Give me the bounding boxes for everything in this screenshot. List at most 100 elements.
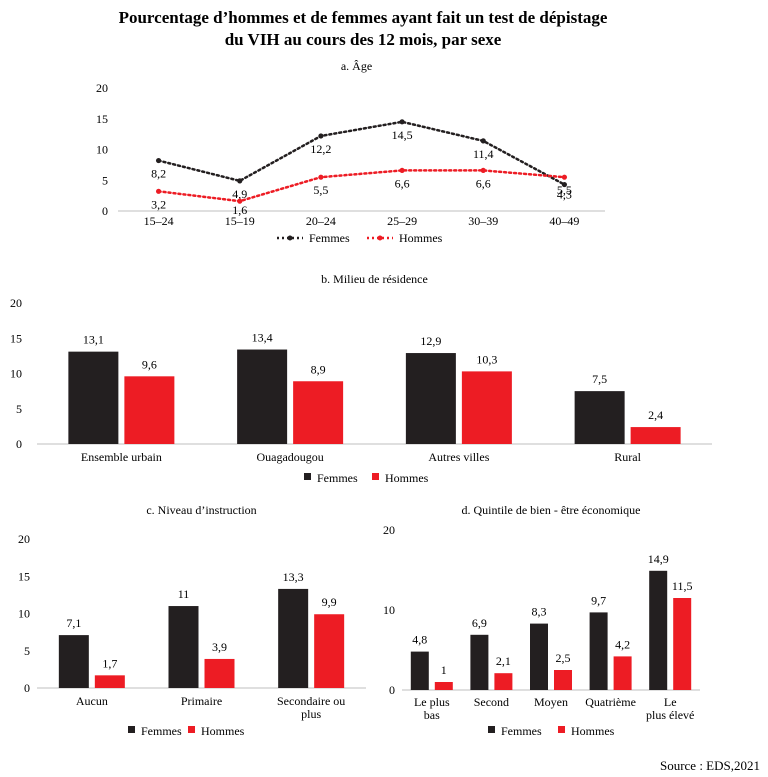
data-label-femmes: 8,3 <box>532 605 547 619</box>
bar-femmes <box>168 606 199 688</box>
data-point-hommes <box>237 198 243 204</box>
x-category-label: Quatrième <box>585 695 636 709</box>
y-tick-label: 0 <box>16 437 22 451</box>
data-label-femmes: 7,5 <box>592 372 607 386</box>
y-tick-label: 20 <box>383 523 395 537</box>
y-tick-label: 10 <box>10 367 22 381</box>
bar-hommes <box>494 673 513 690</box>
legend-marker-hommes <box>377 235 383 241</box>
main-title-line-2: du VIH au cours des 12 mois, par sexe <box>225 30 502 49</box>
data-label-hommes: 8,9 <box>311 362 326 376</box>
y-tick-label: 20 <box>96 81 108 95</box>
legend-swatch-femmes <box>304 473 311 480</box>
source-note: Source : EDS,2021 <box>660 758 760 773</box>
y-tick-label: 20 <box>18 532 30 546</box>
main-title-line-1: Pourcentage d’hommes et de femmes ayant … <box>119 8 608 27</box>
data-label-femmes: 13,4 <box>252 331 273 345</box>
x-category-label: Moyen <box>534 695 568 709</box>
bar-hommes <box>124 376 175 444</box>
legend-label-femmes: Femmes <box>317 471 358 485</box>
data-label-femmes: 9,7 <box>591 593 606 607</box>
legend-swatch-femmes <box>488 726 495 733</box>
y-tick-label: 15 <box>96 112 108 126</box>
x-category-label: 25–29 <box>387 214 417 228</box>
chart-age: a. Âge 0 5 10 15 20 15–24 15–19 20–24 25–29 30–39 4… <box>96 59 605 245</box>
bar-femmes <box>278 588 309 688</box>
y-tick-label: 0 <box>389 683 395 697</box>
x-category-label: 40–49 <box>549 214 579 228</box>
data-point-femmes <box>318 133 324 139</box>
data-label-femmes: 14,9 <box>648 552 669 566</box>
series-line-hommes <box>157 169 566 203</box>
bar-hommes <box>204 658 235 688</box>
data-point-hommes <box>318 174 324 180</box>
data-label-femmes: 8,2 <box>151 167 166 181</box>
data-label-femmes: 11 <box>178 587 190 601</box>
y-tick-label: 15 <box>18 569 30 583</box>
y-tick-label: 5 <box>16 402 22 416</box>
data-label-hommes: 5,5 <box>313 183 328 197</box>
bar-femmes <box>405 353 456 444</box>
chart-quintile-bien-etre: d. Quintile de bien - être économique 0 10… <box>383 503 700 738</box>
data-point-femmes <box>155 157 162 164</box>
legend-label-hommes: Hommes <box>385 471 429 485</box>
legend-label-hommes: Hommes <box>571 724 615 738</box>
data-label-hommes: 11,5 <box>672 579 693 593</box>
legend-swatch-femmes <box>128 726 135 733</box>
chart-title: c. Niveau d’instruction <box>146 503 256 517</box>
bar-femmes <box>589 612 608 690</box>
x-category-label: Second <box>474 695 509 709</box>
data-label-hommes: 6,6 <box>476 176 491 190</box>
data-label-femmes: 4,3 <box>557 188 572 202</box>
x-category-label: Rural <box>614 450 641 464</box>
series-line-femmes <box>157 120 566 186</box>
chart-niveau-instruction: c. Niveau d’instruction 0 5 10 15 20 Aucun 7,1 1… <box>18 503 366 738</box>
y-tick-label: 5 <box>102 173 108 187</box>
x-category-label: Le plus <box>414 695 450 709</box>
y-tick-label: 10 <box>383 603 395 617</box>
data-label-femmes: 13,1 <box>83 333 104 347</box>
data-label-femmes: 4,8 <box>412 633 427 647</box>
data-label-hommes: 3,9 <box>212 640 227 654</box>
data-label-femmes: 4,9 <box>232 187 247 201</box>
x-category-label: 30–39 <box>468 214 498 228</box>
x-category-label: plus élevé <box>646 708 694 722</box>
x-category-label: plus <box>301 707 321 721</box>
legend-label-hommes: Hommes <box>399 231 443 245</box>
data-label-hommes: 10,3 <box>476 352 497 366</box>
bar-femmes <box>410 651 429 690</box>
bar-hommes <box>314 614 345 688</box>
y-tick-label: 10 <box>96 143 108 157</box>
data-label-hommes: 4,2 <box>615 637 630 651</box>
data-point-femmes <box>480 138 486 144</box>
data-label-hommes: 9,9 <box>322 595 337 609</box>
legend-label-femmes: Femmes <box>501 724 542 738</box>
bar-femmes <box>574 391 625 444</box>
data-point-femmes <box>237 178 243 184</box>
data-point-hommes <box>480 167 486 174</box>
bar-hommes <box>554 670 572 690</box>
data-label-hommes: 2,1 <box>496 654 511 668</box>
data-label-hommes: 5,5 <box>557 183 572 197</box>
chart-title: d. Quintile de bien - être économique <box>462 503 641 517</box>
legend-label-hommes: Hommes <box>201 724 245 738</box>
x-category-label: 15–19 <box>225 214 255 228</box>
data-label-femmes: 12,9 <box>420 334 441 348</box>
data-label-femmes: 13,3 <box>283 570 304 584</box>
chart-title: a. Âge <box>341 59 372 73</box>
data-label-hommes: 1,7 <box>102 656 117 670</box>
legend-swatch-hommes <box>372 473 379 480</box>
bar-hommes <box>94 675 125 688</box>
y-tick-label: 15 <box>10 331 22 345</box>
x-category-label: 20–24 <box>306 214 336 228</box>
x-category-label: 15–24 <box>144 214 174 228</box>
data-label-femmes: 6,9 <box>472 616 487 630</box>
x-category-label: Ensemble urbain <box>81 450 162 464</box>
data-label-hommes: 2,4 <box>648 408 663 422</box>
bar-femmes <box>530 623 548 690</box>
data-label-femmes: 11,4 <box>473 147 494 161</box>
y-tick-label: 10 <box>18 607 30 621</box>
bar-hommes <box>434 682 453 690</box>
data-point-hommes <box>155 188 162 194</box>
y-tick-label: 0 <box>102 204 108 218</box>
